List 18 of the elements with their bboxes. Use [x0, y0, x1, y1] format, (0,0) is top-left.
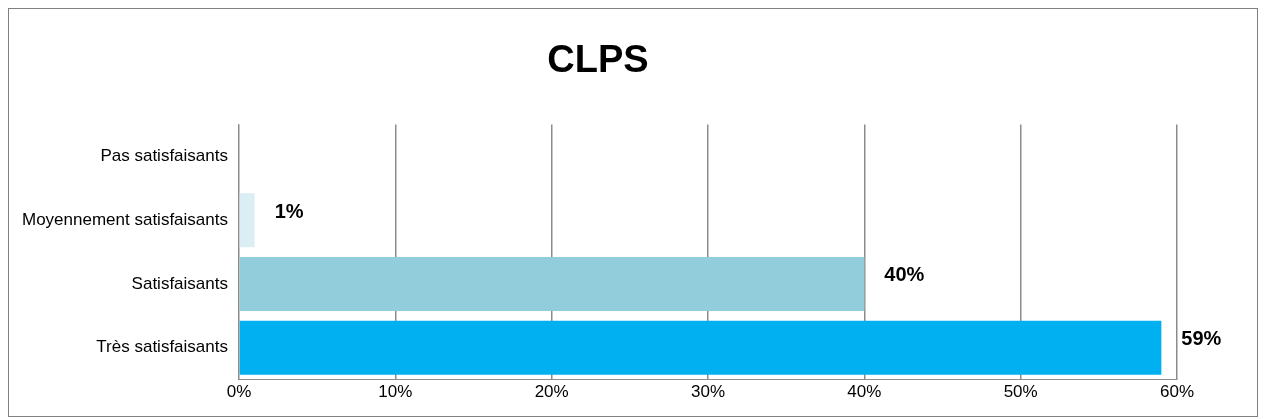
bar	[239, 320, 1162, 375]
data-label: 40%	[884, 263, 925, 286]
data-label: 59%	[1181, 327, 1222, 350]
x-tick-label: 50%	[1003, 382, 1038, 402]
x-tick-label: 10%	[378, 382, 413, 402]
x-tick-label: 0%	[226, 382, 252, 402]
y-tick-label: Moyennement satisfaisants	[21, 209, 228, 229]
x-tick-label: 40%	[847, 382, 882, 402]
y-tick-label: Pas satisfaisants	[100, 146, 228, 166]
y-tick-label: Très satisfaisants	[96, 337, 228, 357]
bar	[239, 256, 865, 312]
y-tick-label: Satisfaisants	[131, 273, 228, 293]
bar	[239, 193, 255, 248]
x-tick-label: 60%	[1159, 382, 1195, 402]
x-tick-label: 30%	[690, 382, 726, 402]
x-tick-label: 20%	[534, 382, 569, 402]
chart-title: CLPS	[547, 38, 649, 81]
data-label: 1%	[274, 199, 304, 222]
